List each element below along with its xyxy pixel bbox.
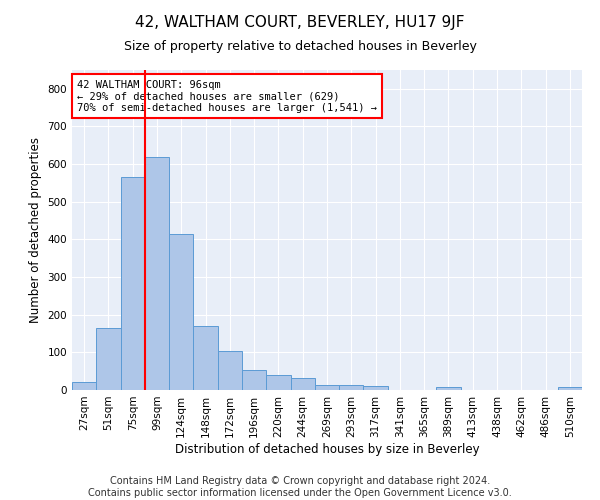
X-axis label: Distribution of detached houses by size in Beverley: Distribution of detached houses by size … [175,442,479,456]
Bar [242,370,266,390]
Bar [558,387,582,390]
Bar [193,326,218,390]
Bar [436,387,461,390]
Y-axis label: Number of detached properties: Number of detached properties [29,137,42,323]
Bar [218,351,242,390]
Bar [121,178,145,390]
Text: Contains HM Land Registry data © Crown copyright and database right 2024.
Contai: Contains HM Land Registry data © Crown c… [88,476,512,498]
Bar [96,328,121,390]
Text: Size of property relative to detached houses in Beverley: Size of property relative to detached ho… [124,40,476,53]
Bar [364,386,388,390]
Bar [72,382,96,390]
Bar [290,378,315,390]
Bar [339,384,364,390]
Bar [169,234,193,390]
Bar [266,375,290,390]
Text: 42, WALTHAM COURT, BEVERLEY, HU17 9JF: 42, WALTHAM COURT, BEVERLEY, HU17 9JF [135,15,465,30]
Bar [315,384,339,390]
Text: 42 WALTHAM COURT: 96sqm
← 29% of detached houses are smaller (629)
70% of semi-d: 42 WALTHAM COURT: 96sqm ← 29% of detache… [77,80,377,113]
Bar [145,156,169,390]
